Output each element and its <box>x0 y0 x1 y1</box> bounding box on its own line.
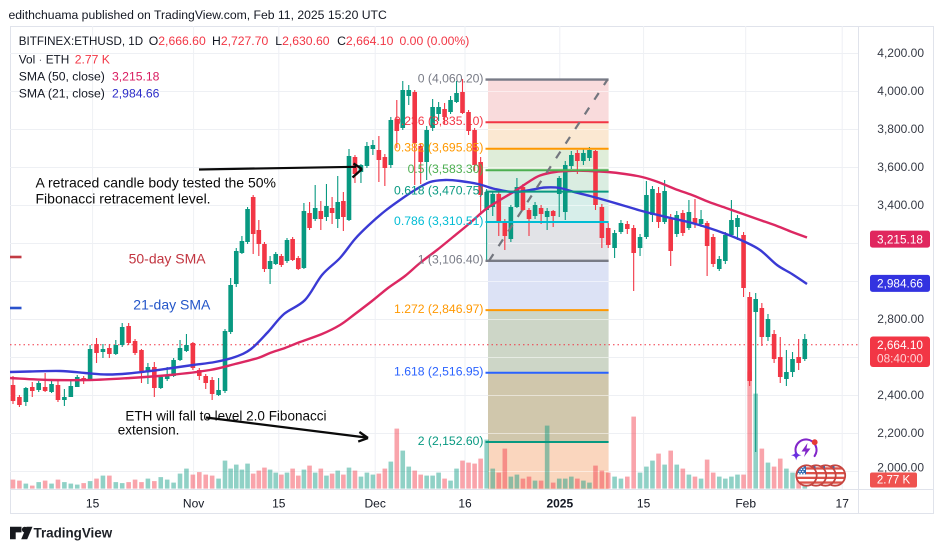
svg-text:C2,664.10: C2,664.10 <box>337 34 393 48</box>
svg-text:1 (3,106.40): 1 (3,106.40) <box>418 253 484 267</box>
svg-text:1.272 (2,846.97): 1.272 (2,846.97) <box>394 302 483 316</box>
svg-text:edithchuama published on Tradi: edithchuama published on TradingView.com… <box>9 8 387 22</box>
svg-text:O2,666.60: O2,666.60 <box>149 34 206 48</box>
svg-text:3,600.00: 3,600.00 <box>877 160 924 174</box>
svg-text:SMA (21, close): SMA (21, close) <box>19 87 105 101</box>
svg-text:2,664.10: 2,664.10 <box>877 338 923 352</box>
svg-text:SMA (50, close): SMA (50, close) <box>19 70 105 84</box>
svg-text:Feb: Feb <box>735 497 756 511</box>
svg-text:ETH will fall to level 2.0 Fib: ETH will fall to level 2.0 Fibonacci <box>125 408 326 423</box>
svg-text:A retraced candle body tested: A retraced candle body tested the 50% <box>36 175 277 191</box>
svg-text:Fibonacci retracement level.: Fibonacci retracement level. <box>36 190 211 206</box>
svg-text:50-day SMA: 50-day SMA <box>129 250 207 266</box>
svg-text:15: 15 <box>637 497 651 511</box>
svg-text:3,215.18: 3,215.18 <box>877 232 923 246</box>
svg-text:0.00 (0.00%): 0.00 (0.00%) <box>400 34 470 48</box>
svg-text:3,215.18: 3,215.18 <box>112 70 160 84</box>
svg-text:21-day SMA: 21-day SMA <box>133 297 211 313</box>
svg-text:2,200.00: 2,200.00 <box>877 426 924 440</box>
svg-text:08:40:00: 08:40:00 <box>877 352 923 366</box>
svg-text:L2,630.60: L2,630.60 <box>275 34 329 48</box>
svg-text:BITFINEX:ETHUSD, 1D: BITFINEX:ETHUSD, 1D <box>19 35 143 48</box>
svg-text:0 (4,060.20): 0 (4,060.20) <box>418 71 484 85</box>
svg-text:H2,727.70: H2,727.70 <box>212 34 268 48</box>
svg-text:2,000.00: 2,000.00 <box>877 461 924 475</box>
svg-text:0.382 (3,695.85): 0.382 (3,695.85) <box>394 141 483 155</box>
svg-text:Dec: Dec <box>365 497 386 511</box>
svg-text:2,800.00: 2,800.00 <box>877 312 924 326</box>
svg-text:0.236 (3,835.10): 0.236 (3,835.10) <box>394 114 483 128</box>
svg-text:TradingView: TradingView <box>34 526 113 541</box>
svg-text:2025: 2025 <box>546 497 573 511</box>
svg-text:2.77 K: 2.77 K <box>877 474 911 486</box>
svg-text:2,984.66: 2,984.66 <box>112 87 160 101</box>
svg-text:3,400.00: 3,400.00 <box>877 198 924 212</box>
svg-text:extension.: extension. <box>118 423 180 438</box>
svg-text:0.618 (3,470.75): 0.618 (3,470.75) <box>394 183 483 197</box>
svg-text:4,200.00: 4,200.00 <box>877 46 924 60</box>
svg-text:2,400.00: 2,400.00 <box>877 388 924 402</box>
svg-text:2,984.66: 2,984.66 <box>877 277 923 291</box>
svg-text:16: 16 <box>458 497 472 511</box>
svg-text:15: 15 <box>272 497 286 511</box>
svg-text:4,000.00: 4,000.00 <box>877 84 924 98</box>
svg-text:Vol · ETH: Vol · ETH <box>19 53 70 67</box>
svg-text:2 (2,152.60): 2 (2,152.60) <box>418 434 484 448</box>
svg-text:2.77 K: 2.77 K <box>75 53 110 67</box>
svg-text:17: 17 <box>836 497 850 511</box>
svg-text:3,800.00: 3,800.00 <box>877 122 924 136</box>
svg-text:1.618 (2,516.95): 1.618 (2,516.95) <box>394 365 483 379</box>
svg-text:Nov: Nov <box>183 497 204 511</box>
svg-text:15: 15 <box>86 497 100 511</box>
svg-text:0.786 (3,310.51): 0.786 (3,310.51) <box>394 214 483 228</box>
svg-text:0.5 (3,583.30): 0.5 (3,583.30) <box>408 162 484 176</box>
